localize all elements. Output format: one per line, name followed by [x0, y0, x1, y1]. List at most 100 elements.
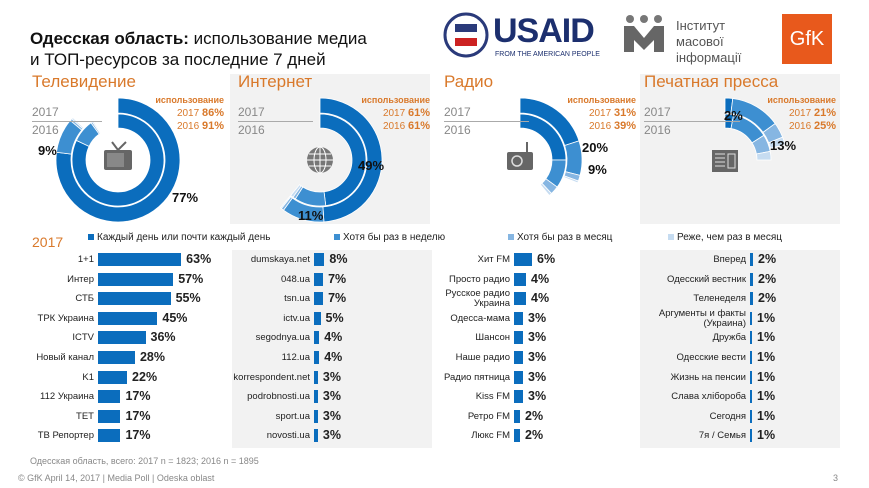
arc-2016-3 [755, 150, 772, 161]
row-value: 5% [325, 310, 344, 325]
row-bar [98, 253, 182, 266]
year-divider [238, 121, 313, 122]
row-value: 1% [757, 389, 776, 404]
row-bar [314, 272, 324, 286]
arc-2017-1 [564, 140, 583, 176]
row-label: Теленеделя [693, 293, 746, 305]
row-value: 3% [528, 389, 547, 404]
row-label: Люкс FM [471, 430, 510, 442]
list-row: ICTV 36% [30, 328, 230, 348]
row-label: Одесские вести [676, 352, 746, 363]
list-row: ТВ Репортер 17% [30, 426, 230, 446]
row-bar [750, 272, 753, 286]
row-bar [98, 331, 146, 345]
row-bar [750, 253, 753, 266]
row-bar [314, 331, 320, 345]
section-title: Радио [444, 72, 494, 91]
row-value: 1% [757, 310, 776, 325]
row-bar [98, 292, 171, 306]
row-bar [98, 370, 128, 384]
row-value: 3% [528, 369, 547, 384]
row-bar [750, 311, 752, 325]
list-row: Kiss FM 3% [440, 387, 640, 407]
list-row: Одесские вести 1% [640, 348, 840, 368]
row-value: 17% [125, 428, 151, 443]
row-value: 4% [324, 330, 343, 345]
year-label-2016: 2016 [238, 123, 265, 137]
row-bar [514, 351, 523, 364]
donut-3: Печатная пресса 2017 2016 использование 2… [642, 70, 842, 230]
row-value: 3% [528, 310, 547, 325]
year-label-2017: 2017 [32, 105, 59, 119]
row-value: 4% [531, 271, 550, 286]
usage-summary: использование 2017 86% 2016 91% [155, 95, 224, 132]
section-title: Интернет [238, 72, 313, 91]
row-bar [98, 272, 174, 286]
row-label: 112 Украина [40, 391, 94, 403]
legend: 2017 Каждый день или почти каждый день Х… [32, 232, 782, 250]
year-label-2017: 2017 [444, 105, 471, 119]
row-label: ICTV [72, 332, 94, 344]
row-value: 7% [328, 291, 347, 306]
row-label: ТВ Репортер [37, 430, 94, 442]
row-bar [514, 390, 523, 404]
row-value: 1% [757, 408, 776, 423]
row-value: 7% [328, 271, 347, 286]
copyright: © GfK April 14, 2017 | Media Poll | Odes… [18, 473, 215, 483]
row-label: Kiss FM [475, 391, 510, 403]
arc-2017-3 [563, 175, 579, 184]
row-bar [98, 351, 135, 364]
row-bar [98, 409, 121, 423]
list-row: Радио пятница 3% [440, 368, 640, 388]
row-value: 2% [525, 408, 544, 423]
row-bar [750, 370, 752, 384]
list-row: podrobnosti.ua 3% [232, 387, 432, 407]
list-row: 1+1 63% [30, 250, 230, 270]
radio-icon [507, 142, 533, 170]
row-value: 55% [175, 291, 201, 306]
donut-0: Телевидение 2017 2016 использование 2017 … [30, 70, 230, 230]
row-bar [750, 331, 752, 345]
list-row: 048.ua 7% [232, 270, 432, 290]
list-row: ТРК Украина 45% [30, 309, 230, 329]
list-row: dumskaya.net 8% [232, 250, 432, 270]
row-label: Наше радио [455, 352, 510, 363]
row-bar [314, 390, 318, 404]
usage-summary: использование 2017 31% 2016 39% [567, 95, 636, 132]
row-label: 7я / Семья [698, 430, 746, 442]
row-bar [98, 429, 121, 443]
row-value: 36% [150, 330, 176, 345]
row-label: ictv.ua [283, 312, 310, 324]
row-bar [514, 370, 523, 384]
list-row: Дружба 1% [640, 328, 840, 348]
list-row: ТЕТ 17% [30, 407, 230, 427]
row-label: Русское радио Украина [445, 288, 510, 310]
row-value: 2% [525, 428, 544, 443]
row-value: 8% [329, 252, 348, 266]
print-panel [640, 74, 840, 224]
list-row: 112.ua 4% [232, 348, 432, 368]
row-bar [750, 351, 752, 364]
arc-2017-0 [55, 97, 181, 223]
row-bar [514, 272, 526, 286]
row-value: 17% [125, 408, 151, 423]
row-label: podrobnosti.ua [247, 391, 310, 403]
list-row: Вперед 2% [640, 250, 840, 270]
row-label: Одесский вестник [667, 273, 746, 285]
row-value: 22% [132, 369, 158, 384]
row-bar [314, 311, 321, 325]
row-bar [314, 292, 324, 306]
row-label: tsn.ua [284, 293, 310, 305]
list-row: Сегодня 1% [640, 407, 840, 427]
year-label-2016: 2016 [644, 123, 671, 137]
usage-summary: использование 2017 21% 2016 25% [767, 95, 836, 132]
list-row: 112 Украина 17% [30, 387, 230, 407]
row-value: 63% [186, 252, 212, 266]
row-bar [514, 311, 523, 325]
row-value: 45% [162, 310, 188, 325]
list-row: Одесса-мама 3% [440, 309, 640, 329]
donut-1: Интернет 2017 2016 использование 2017 61%… [236, 70, 436, 230]
segment-label: 77% [172, 190, 199, 205]
list-row: ictv.ua 5% [232, 309, 432, 329]
arc-2017-3 [279, 195, 292, 210]
